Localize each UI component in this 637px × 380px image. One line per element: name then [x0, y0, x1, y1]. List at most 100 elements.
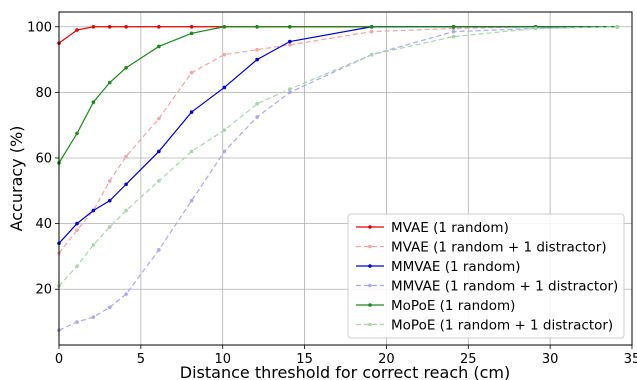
x-tick-label: 5 [137, 352, 145, 367]
legend-item: MoPoE (1 random + 1 distractor) [356, 317, 613, 333]
data-point [91, 243, 96, 247]
data-point [255, 24, 259, 29]
legend-item: MoPoE (1 random) [356, 298, 515, 314]
series-line [58, 26, 618, 287]
legend-label: MMVAE (1 random) [391, 259, 521, 275]
x-tick-label: 15 [296, 352, 313, 367]
y-tick-label: 40 [35, 217, 52, 232]
legend-marker [368, 283, 372, 288]
y-tick-label: 100 [27, 20, 52, 35]
data-point [369, 52, 374, 57]
data-point [288, 87, 292, 91]
data-point [288, 90, 292, 95]
legend-marker [368, 225, 372, 229]
x-axis-label: Distance threshold for correct reach (cm… [180, 363, 510, 380]
legend-item: MVAE (1 random + 1 distractor) [356, 239, 607, 255]
data-point [107, 24, 112, 29]
data-point [157, 116, 161, 121]
x-tick-label: 10 [214, 352, 231, 367]
x-tick-label: 0 [55, 352, 63, 367]
data-point [75, 264, 79, 269]
data-point [157, 24, 161, 29]
data-point [75, 131, 79, 136]
data-point [189, 198, 194, 203]
data-point [222, 128, 227, 132]
data-point [157, 44, 161, 49]
y-axis-label: Accuracy (%) [7, 126, 26, 232]
data-point [91, 208, 96, 213]
data-point [288, 43, 292, 47]
data-point [288, 24, 292, 29]
data-point [91, 100, 96, 105]
data-point [222, 52, 227, 57]
series-layer [57, 24, 620, 333]
data-point [157, 149, 161, 154]
data-point [91, 24, 96, 29]
series-line [58, 26, 618, 164]
plot-frame [58, 11, 633, 346]
series-line [58, 26, 618, 244]
data-point [75, 320, 79, 324]
data-point [124, 208, 128, 213]
data-point [255, 57, 259, 62]
legend-label: MoPoE (1 random + 1 distractor) [391, 317, 613, 333]
legend-label: MMVAE (1 random + 1 distractor) [391, 278, 618, 294]
data-point [91, 315, 96, 319]
data-point [222, 85, 227, 90]
legend-item: MMVAE (1 random + 1 distractor) [356, 278, 618, 294]
data-point [124, 182, 128, 187]
legend: MVAE (1 random) MVAE (1 random + 1 distra… [347, 213, 625, 339]
data-point [369, 24, 374, 29]
data-point [75, 221, 79, 226]
legend-label: MoPoE (1 random) [391, 298, 515, 314]
data-point [533, 26, 538, 31]
data-point [189, 149, 194, 154]
series-line [58, 26, 618, 331]
data-point [75, 28, 79, 32]
y-tick-label: 80 [35, 86, 52, 101]
data-point [107, 305, 112, 310]
legend-item: MVAE (1 random) [356, 220, 509, 236]
data-point [157, 248, 161, 252]
x-tick-label: 30 [542, 352, 559, 367]
data-point [107, 198, 112, 203]
y-tick-label: 20 [35, 283, 52, 298]
data-point [189, 70, 194, 75]
x-tick-label: 35 [624, 352, 637, 367]
data-point [451, 29, 456, 34]
data-point [124, 154, 128, 159]
data-point [124, 292, 128, 296]
series-5 [57, 24, 620, 288]
legend-item: MMVAE (1 random) [356, 259, 521, 275]
legend-box [347, 213, 625, 339]
legend-label: MVAE (1 random + 1 distractor) [391, 239, 607, 255]
data-point [107, 179, 112, 183]
data-point [107, 80, 112, 85]
data-point [255, 115, 259, 119]
legend-marker [368, 322, 372, 327]
data-point [189, 24, 194, 29]
axis-ticks: 0 5 10 15 20 25 30 35 20 40 60 80 100 [27, 20, 637, 367]
legend-marker [368, 303, 372, 307]
data-point [451, 24, 456, 29]
data-point [189, 110, 194, 114]
data-point [255, 102, 259, 106]
data-point [189, 31, 194, 36]
data-point [124, 24, 128, 29]
data-point [222, 24, 227, 29]
legend-marker [368, 244, 372, 249]
y-tick-label: 60 [35, 151, 52, 166]
data-point [107, 225, 112, 229]
data-point [255, 47, 259, 52]
data-point [288, 39, 292, 44]
series-line [58, 26, 618, 44]
data-point [222, 149, 227, 154]
legend-marker [368, 264, 372, 268]
legend-label: MVAE (1 random) [391, 220, 509, 236]
data-point [615, 24, 620, 29]
series-4 [57, 24, 620, 165]
x-tick-label: 20 [378, 352, 395, 367]
data-point [369, 29, 374, 34]
x-tick-label: 25 [460, 352, 477, 367]
